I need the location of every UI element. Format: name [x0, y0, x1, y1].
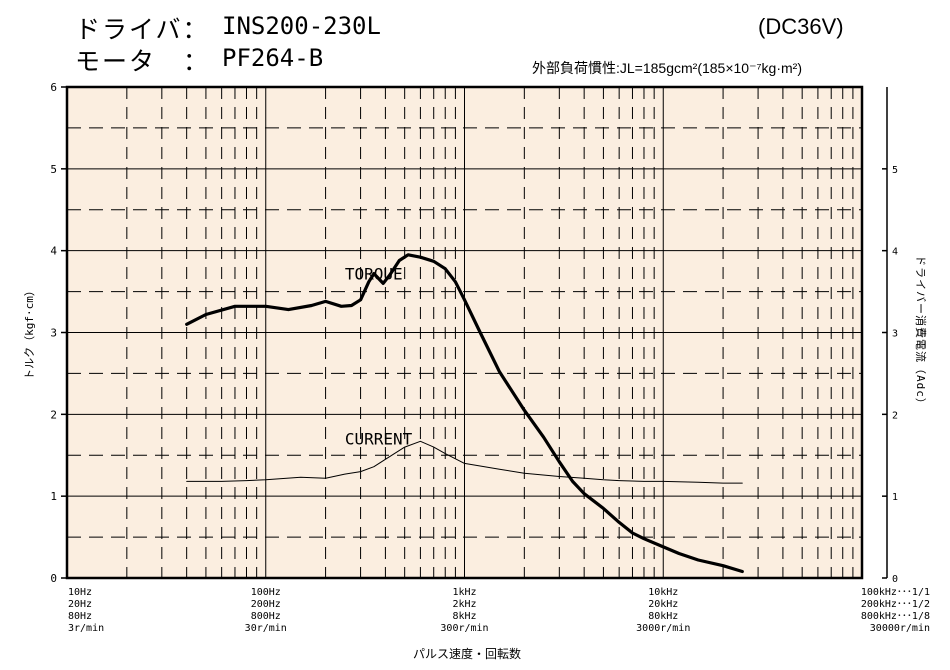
driver-model: INS200-230L — [222, 12, 381, 40]
axes-layer — [61, 85, 888, 580]
x-tick-label: 200Hz — [251, 599, 281, 610]
current-curve — [186, 440, 743, 484]
x-tick-label: 3r/min — [68, 623, 104, 634]
current-label: CURRENT — [345, 430, 413, 449]
x-tick-label: 100kHz･･･1/1 — [861, 587, 930, 598]
y2-tick-label: 3 — [892, 329, 898, 340]
x-tick-label: 200kHz･･･1/2 — [861, 599, 930, 610]
x-tick-label: 10Hz — [68, 587, 92, 598]
x-tick-label: 10kHz — [648, 587, 678, 598]
y-tick-label: 1 — [50, 490, 57, 503]
y2-tick-label: 1 — [892, 492, 898, 503]
x-axis-title: パルス速度・回転数 — [413, 646, 521, 661]
y-tick-label: 2 — [50, 408, 57, 421]
x-tick-label: 1kHz — [452, 587, 476, 598]
x-tick-label: 100Hz — [251, 587, 281, 598]
y2-axis-title: ドライバー消費電流（Adc） — [914, 255, 928, 410]
y2-tick-label: 4 — [892, 247, 898, 258]
y2-tick-label: 5 — [892, 165, 898, 176]
motor-model: PF264-B — [222, 44, 324, 72]
series-layer — [185, 253, 744, 574]
torque-label: TORQUE — [345, 264, 403, 283]
x-tick-label: 300r/min — [440, 623, 488, 634]
y-tick-label: 0 — [50, 572, 57, 585]
x-tick-label: 20Hz — [68, 599, 92, 610]
load-inertia-info: 外部負荷慣性:JL=185gcm²(185×10⁻⁷kg·m²) — [532, 60, 802, 76]
x-tick-label: 2kHz — [452, 599, 476, 610]
y-tick-label: 3 — [50, 327, 57, 340]
grid-lines — [67, 87, 862, 578]
x-tick-label: 3000r/min — [636, 623, 690, 634]
x-tick-label: 80kHz — [648, 611, 678, 622]
x-tick-label: 8kHz — [452, 611, 476, 622]
y-tick-label: 5 — [50, 163, 57, 176]
y2-tick-label: 2 — [892, 410, 898, 421]
torque-curve — [185, 253, 744, 574]
y-tick-label: 4 — [50, 245, 57, 258]
y-tick-label: 6 — [50, 81, 57, 94]
x-tick-label: 800Hz — [251, 611, 281, 622]
y-axis-title: トルク（kgf·cm） — [23, 285, 36, 380]
y2-tick-label: 0 — [892, 574, 898, 585]
x-tick-label: 30r/min — [245, 623, 287, 634]
x-tick-label: 30000r/min — [870, 623, 930, 634]
x-tick-label: 20kHz — [648, 599, 678, 610]
driver-label: ドライバ： — [75, 15, 210, 44]
x-tick-label: 80Hz — [68, 611, 92, 622]
voltage-label: (DC36V) — [758, 14, 844, 39]
x-tick-label: 800kHz･･･1/8 — [861, 611, 930, 622]
motor-label: モータ ： — [75, 47, 211, 76]
